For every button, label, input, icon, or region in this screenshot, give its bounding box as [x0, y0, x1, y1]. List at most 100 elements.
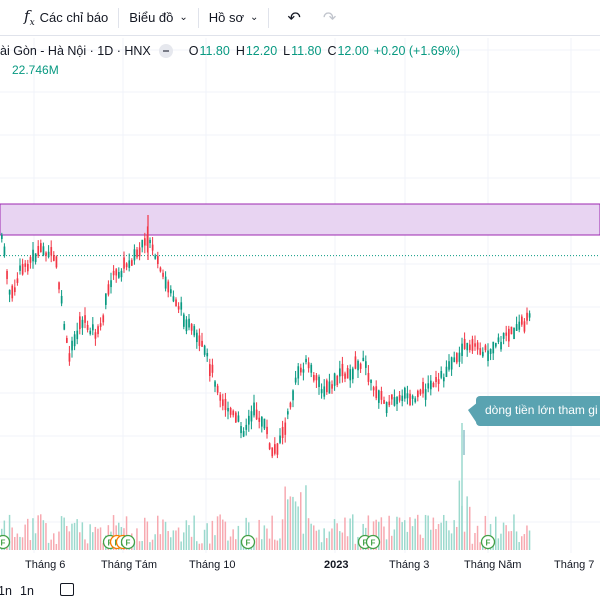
volume-bar	[47, 542, 50, 550]
volume-bar	[94, 526, 97, 550]
volume-bar	[440, 522, 442, 550]
volume-bar	[229, 536, 232, 550]
volume-bar	[21, 537, 24, 550]
event-marker-label: F	[371, 539, 376, 548]
candle	[411, 395, 414, 399]
volume-bar	[526, 525, 528, 550]
volume-bar	[159, 534, 162, 550]
candle	[422, 381, 424, 394]
volume-bar	[294, 501, 297, 550]
candle	[131, 260, 133, 266]
date-range-icon[interactable]	[60, 583, 74, 596]
candle	[305, 358, 307, 363]
toolbar-divider	[268, 7, 270, 28]
candle	[445, 366, 448, 377]
volume-bar	[34, 533, 37, 550]
candle	[240, 426, 242, 434]
volume-bar	[271, 515, 273, 550]
event-marker-ring	[120, 534, 136, 550]
event-marker-ring	[365, 534, 381, 550]
candle	[253, 402, 255, 416]
candle	[211, 364, 214, 373]
candle	[203, 345, 206, 355]
volume-bar	[170, 537, 172, 550]
redo-button[interactable]: ↷	[317, 4, 342, 32]
candle	[497, 337, 500, 342]
volume-bar	[476, 525, 479, 550]
candle	[107, 284, 110, 295]
event-marker[interactable]: F	[0, 534, 11, 550]
event-marker[interactable]: F	[365, 534, 381, 550]
volume-bar	[302, 533, 305, 550]
symbol-title[interactable]: ài Gòn - Hà Nội · 1D · HNX	[0, 44, 151, 58]
volume-bar	[344, 517, 346, 550]
event-marker[interactable]: F	[480, 534, 496, 550]
volume-bar	[448, 530, 450, 550]
resistance-zone[interactable]	[0, 203, 600, 236]
open-value: 11.80	[199, 44, 230, 58]
undo-button[interactable]: ↶	[281, 4, 306, 32]
volume-bar	[76, 519, 78, 550]
volume-bar	[71, 523, 73, 550]
candle	[289, 402, 292, 408]
candle	[92, 324, 94, 331]
candle	[29, 257, 32, 263]
candle	[518, 321, 521, 330]
candle	[8, 289, 11, 295]
toolbar-divider	[118, 7, 120, 28]
axis-label-aug: Tháng Tám	[101, 559, 158, 571]
candle	[1, 234, 3, 239]
candle	[55, 256, 58, 268]
axis-label-mar: Tháng 3	[389, 559, 430, 571]
candle	[437, 379, 440, 385]
volume-bar	[349, 518, 351, 550]
candle	[427, 383, 430, 389]
volume-bar	[336, 523, 338, 550]
candle	[97, 326, 99, 335]
candle	[271, 447, 274, 457]
candle	[164, 276, 167, 289]
candle	[196, 332, 198, 343]
volume-bar	[185, 520, 188, 550]
candle	[172, 296, 175, 302]
range-button[interactable]: 1n	[0, 584, 12, 598]
candle	[66, 338, 68, 343]
toolbar-divider	[197, 7, 199, 28]
volume-bar	[352, 514, 354, 550]
close-label: C	[327, 44, 337, 58]
volume-bar	[396, 516, 398, 550]
volume-bar	[133, 542, 136, 550]
candle	[60, 295, 63, 304]
candle	[398, 395, 401, 401]
event-marker-ring	[240, 534, 256, 550]
annotation-callout[interactable]: dòng tiền lớn tham gi	[476, 396, 600, 426]
candle	[448, 361, 450, 370]
candle	[354, 356, 357, 369]
volume-bar	[466, 496, 468, 550]
candle	[216, 385, 219, 393]
candle	[344, 373, 346, 379]
volume-bar	[497, 538, 500, 550]
time-axis[interactable]: Tháng 6 Tháng Tám Tháng 10 2023 Tháng 3 …	[0, 553, 600, 577]
candle	[245, 424, 248, 430]
candle	[154, 255, 157, 259]
price-chart[interactable]: FFFFFFFFF	[0, 0, 600, 553]
event-marker[interactable]: F	[120, 534, 136, 550]
range-button[interactable]: 1n	[20, 584, 34, 598]
candle	[14, 287, 16, 293]
chart-type-button[interactable]: Biểu đồ ⌄	[123, 4, 193, 32]
candle	[333, 373, 336, 386]
candle	[32, 249, 34, 262]
profile-button[interactable]: Hồ sơ ⌄	[203, 4, 265, 32]
volume-bar	[320, 542, 323, 550]
volume-bar	[474, 532, 476, 550]
close-value: 12.00	[337, 44, 369, 58]
indicators-button[interactable]: fx Các chỉ báo	[18, 4, 114, 32]
event-marker[interactable]: F	[240, 534, 256, 550]
volume-bar	[58, 531, 60, 550]
volume-bar	[422, 537, 424, 550]
volume-bar	[515, 531, 518, 550]
candle	[396, 396, 398, 405]
candle	[185, 319, 188, 332]
collapse-legend-icon[interactable]	[158, 44, 173, 58]
